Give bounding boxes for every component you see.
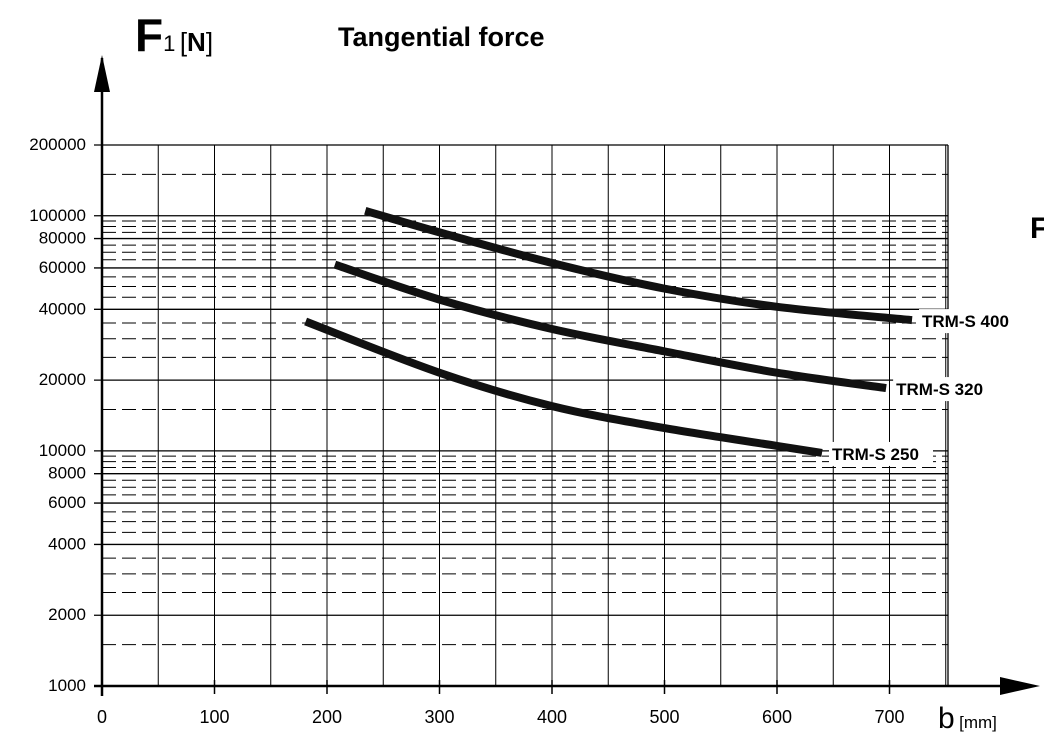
x-tick-label: 100 [199, 707, 229, 727]
y-axis-subscript: 1 [163, 31, 176, 56]
y-axis-unit: [N] [179, 27, 214, 57]
y-axis-label: F1 [N] [135, 8, 213, 62]
y-tick-label: 40000 [39, 299, 86, 318]
y-tick-label: 100000 [29, 206, 86, 225]
x-axis-symbol: b [938, 702, 955, 735]
series-line-2 [333, 260, 887, 393]
y-axis-symbol: F [135, 9, 164, 61]
series-label-2: TRM-S 320 [896, 380, 983, 399]
y-tick-label: 2000 [48, 605, 86, 624]
series-label-3: TRM-S 250 [832, 445, 919, 464]
axes [94, 55, 1040, 696]
series-label-bg [893, 377, 998, 402]
series-lines: TRM-S 400 TRM-S 320 TRM-S 250 [304, 206, 1023, 466]
y-tick-label: 20000 [39, 370, 86, 389]
grid [94, 144, 949, 687]
y-tick-label: 80000 [39, 229, 86, 248]
x-axis-arrow [1000, 677, 1040, 695]
series-label-bg [829, 441, 933, 466]
series-label-1: TRM-S 400 [922, 312, 1009, 331]
x-tick-label: 400 [537, 707, 567, 727]
tick-labels: 1000200040006000800010000200004000060000… [29, 135, 904, 727]
x-axis-unit: [mm] [959, 713, 997, 732]
chart-title: Tangential force [338, 22, 545, 52]
edge-text: F [1030, 212, 1044, 245]
y-tick-label: 200000 [29, 135, 86, 154]
series-label-bg [919, 309, 1023, 334]
y-tick-label: 60000 [39, 258, 86, 277]
y-tick-label: 1000 [48, 676, 86, 695]
x-tick-label: 700 [874, 707, 904, 727]
y-tick-label: 6000 [48, 493, 86, 512]
x-tick-label: 0 [97, 707, 107, 727]
y-tick-label: 4000 [48, 534, 86, 553]
x-tick-label: 500 [649, 707, 679, 727]
x-tick-label: 300 [424, 707, 454, 727]
y-tick-label: 8000 [48, 464, 86, 483]
x-axis-label: b [mm] [938, 702, 997, 736]
series-line-1 [364, 206, 913, 325]
x-tick-label: 600 [762, 707, 792, 727]
y-tick-label: 10000 [39, 441, 86, 460]
y-axis-arrow [94, 55, 110, 92]
series-line-3 [304, 317, 823, 457]
x-tick-label: 200 [312, 707, 342, 727]
